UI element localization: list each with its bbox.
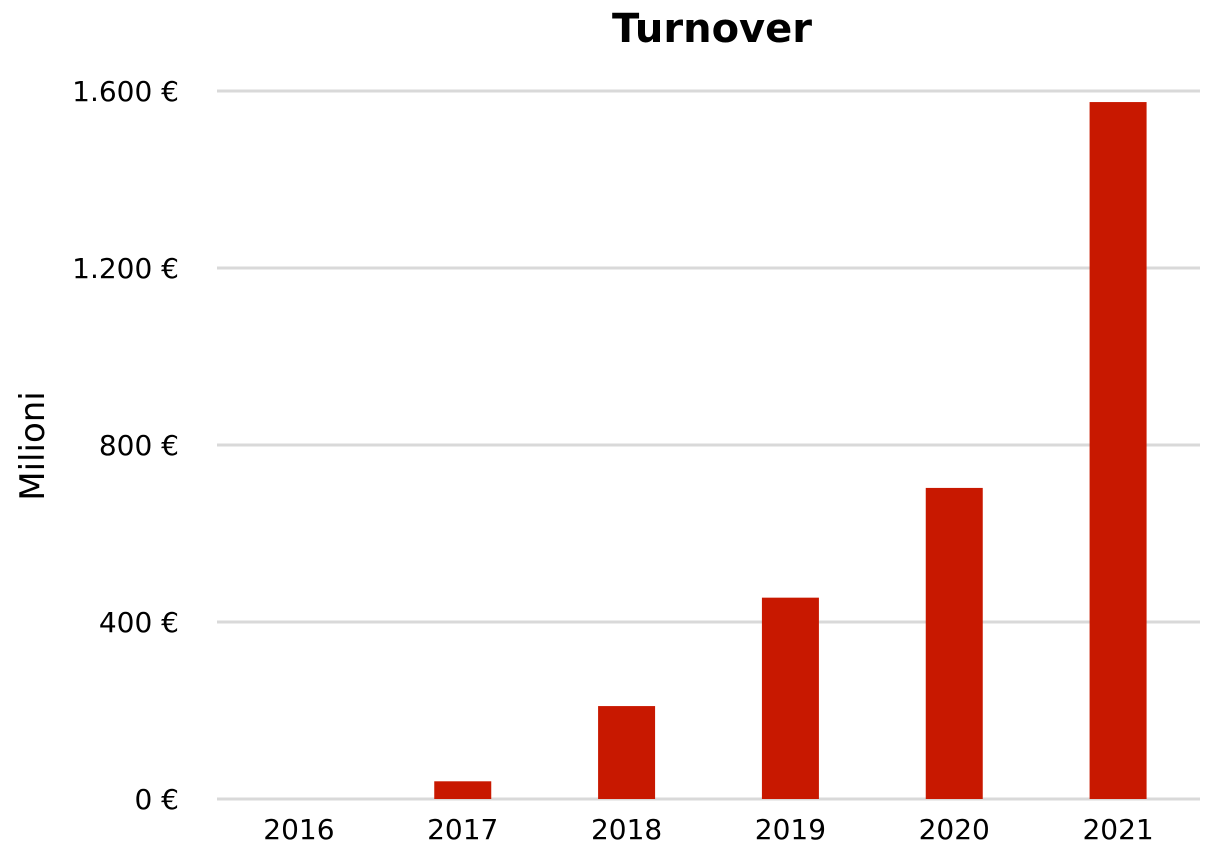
x-tick-label: 2021 bbox=[1082, 813, 1153, 846]
x-tick-label: 2020 bbox=[919, 813, 990, 846]
x-tick-labels: 2016 2017 2018 2019 2020 2021 bbox=[263, 813, 1153, 846]
x-tick-label: 2017 bbox=[427, 813, 498, 846]
y-tick-label: 0 € bbox=[134, 783, 179, 816]
bar-2019 bbox=[761, 597, 819, 799]
y-tick-label: 400 € bbox=[99, 606, 179, 639]
x-tick-label: 2016 bbox=[263, 813, 334, 846]
x-tick-label: 2018 bbox=[591, 813, 662, 846]
bar-2017 bbox=[434, 781, 492, 799]
y-tick-labels: 0 € 400 € 800 € 1.200 € 1.600 € bbox=[72, 75, 179, 816]
y-tick-label: 1.200 € bbox=[72, 252, 179, 285]
gridlines bbox=[217, 89, 1200, 801]
y-tick-label: 800 € bbox=[99, 429, 179, 462]
y-tick-label: 1.600 € bbox=[72, 75, 179, 108]
bar-2021 bbox=[1089, 102, 1147, 799]
chart-title: Turnover bbox=[612, 6, 812, 52]
bar-2018 bbox=[598, 706, 656, 799]
y-axis-label: Milioni bbox=[13, 391, 53, 500]
bars bbox=[434, 102, 1147, 799]
x-tick-label: 2019 bbox=[755, 813, 826, 846]
bar-2020 bbox=[925, 487, 983, 799]
